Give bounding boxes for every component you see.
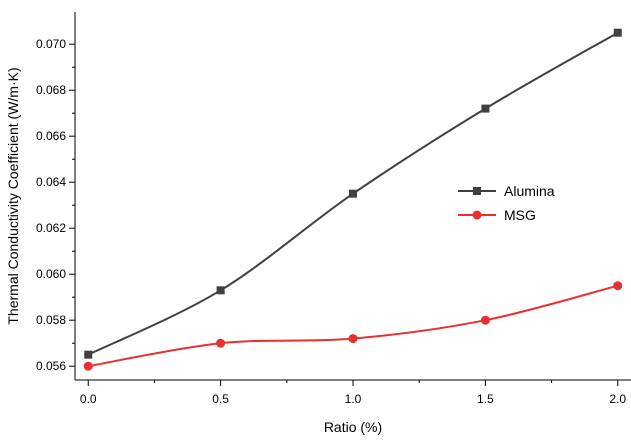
data-point-alumina (349, 189, 357, 198)
x-tick-label: 0.5 (212, 392, 229, 406)
data-point-alumina (84, 350, 93, 359)
data-point-msg (216, 338, 226, 348)
y-tick-label: 0.060 (36, 267, 66, 281)
series-msg (83, 281, 623, 371)
y-tick-label: 0.062 (36, 221, 66, 235)
data-point-msg (83, 361, 93, 371)
data-point-alumina (613, 28, 622, 37)
data-point-alumina (481, 104, 490, 113)
y-tick-label: 0.056 (36, 359, 66, 373)
x-tick-label: 1.5 (477, 392, 494, 406)
series-line-msg (88, 284, 619, 368)
x-tick-label: 0.0 (80, 392, 97, 406)
data-point-msg (480, 315, 490, 325)
series-alumina (84, 28, 622, 359)
legend-marker-alumina (473, 187, 481, 195)
y-tick-label: 0.066 (36, 129, 66, 143)
y-ticks: 0.056 0.058 0.060 0.062 0.064 0.066 0.068 0.070 (36, 37, 75, 373)
x-tick-label: 1.0 (345, 392, 362, 406)
x-ticks: 0.0 0.5 1.0 1.5 2.0 (80, 380, 626, 406)
x-tick-label: 2.0 (609, 392, 626, 406)
series-layer (83, 28, 623, 371)
legend-label-alumina: Alumina (504, 183, 555, 199)
legend: Alumina MSG (458, 183, 555, 223)
data-point-msg (613, 281, 623, 291)
y-tick-label: 0.068 (36, 83, 66, 97)
x-axis-label: Ratio (%) (324, 419, 382, 435)
y-tick-label: 0.058 (36, 313, 66, 327)
legend-marker-msg (472, 210, 482, 220)
y-axis-label: Thermal Conductivity Coefficient (W/m·K) (5, 67, 21, 324)
legend-label-msg: MSG (504, 207, 536, 223)
data-point-msg (348, 334, 358, 344)
y-tick-label: 0.064 (36, 175, 66, 189)
y-tick-label: 0.070 (36, 37, 66, 51)
data-point-alumina (216, 286, 225, 295)
